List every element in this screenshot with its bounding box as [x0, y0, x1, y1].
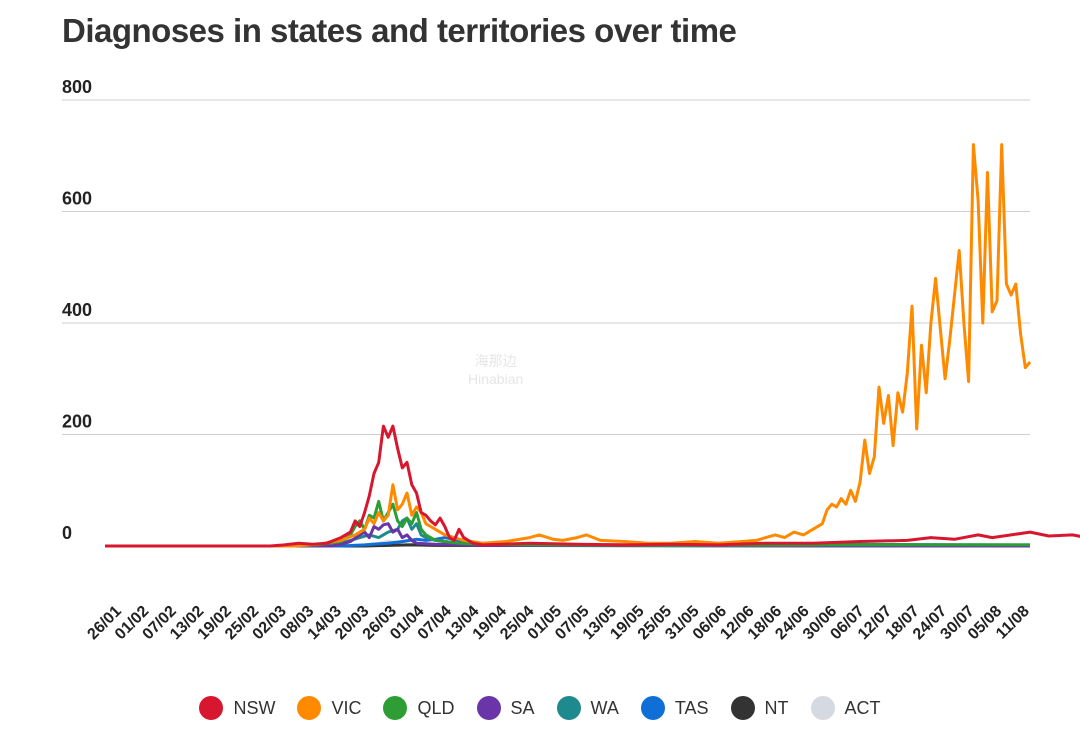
legend-item-nt[interactable]: NT [730, 696, 789, 720]
legend-swatch-icon [640, 696, 665, 720]
line-chart: 020040060080026/0101/0207/0213/0219/0225… [62, 77, 1080, 643]
series-line-vic [105, 143, 1032, 548]
y-tick-label: 800 [62, 77, 92, 97]
legend-label: NSW [233, 697, 276, 718]
watermark-line2: Hinabian [468, 371, 524, 387]
y-tick-label: 600 [62, 189, 92, 209]
legend-item-qld[interactable]: QLD [383, 696, 455, 720]
y-tick-label: 200 [62, 412, 92, 432]
legend-item-act[interactable]: ACT [810, 696, 881, 720]
legend-label: ACT [844, 697, 881, 718]
series-line-qld [105, 499, 1030, 548]
legend-item-wa[interactable]: WA [556, 696, 619, 720]
legend-item-vic[interactable]: VIC [297, 696, 361, 720]
chart-title: Diagnoses in states and territories over… [62, 12, 737, 49]
y-tick-label: 400 [62, 300, 92, 320]
legend-item-nsw[interactable]: NSW [199, 696, 275, 720]
legend-item-sa[interactable]: SA [476, 696, 535, 720]
legend-label: SA [510, 697, 535, 718]
legend-label: TAS [674, 697, 709, 718]
series-line-nsw [105, 424, 1080, 548]
chart-legend: NSW VIC QLD SA WA TAS NT ACT [0, 696, 1080, 720]
legend-label: WA [590, 697, 619, 718]
legend-swatch-icon [556, 696, 581, 720]
y-tick-label: 0 [62, 523, 72, 543]
legend-swatch-icon [199, 696, 224, 720]
legend-swatch-icon [810, 696, 835, 720]
watermark: 海那边 Hinabian [468, 352, 523, 388]
legend-swatch-icon [730, 696, 755, 720]
watermark-line1: 海那边 [474, 353, 517, 369]
legend-label: QLD [417, 697, 455, 718]
legend-swatch-icon [297, 696, 322, 720]
legend-swatch-icon [476, 696, 501, 720]
series-line-sa [105, 522, 1031, 548]
legend-swatch-icon [383, 696, 408, 720]
legend-item-tas[interactable]: TAS [640, 696, 709, 720]
legend-label: VIC [331, 697, 362, 718]
legend-label: NT [764, 697, 789, 718]
